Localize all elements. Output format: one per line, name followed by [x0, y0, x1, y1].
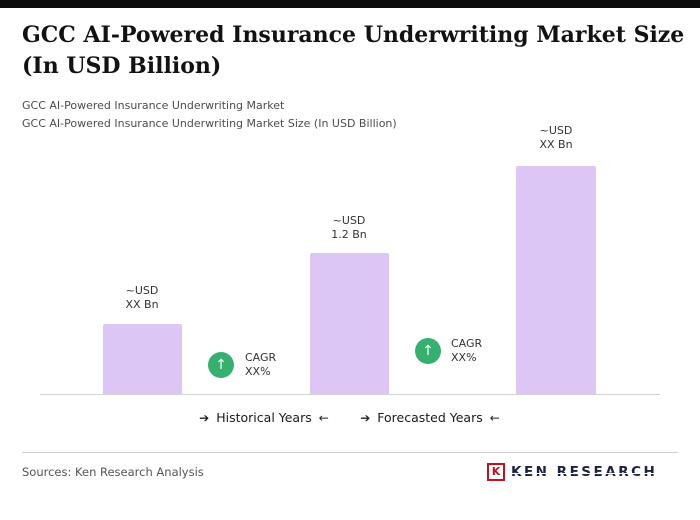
- ken-research-logo: K KEN RESEARCH: [487, 463, 658, 481]
- cagr-value: XX%: [451, 351, 477, 364]
- bar-value-label: ~USD 1.2 Bn: [289, 214, 409, 242]
- right-arrow-icon: ➔: [199, 410, 210, 425]
- ken-research-logo-icon: K: [487, 463, 505, 481]
- chart-subtitle-size: GCC AI-Powered Insurance Underwriting Ma…: [22, 117, 397, 130]
- cagr-value: XX%: [245, 365, 271, 378]
- left-arrow-icon: ←: [489, 410, 500, 425]
- bar-current: [310, 253, 389, 394]
- growth-up-arrow-icon: ↑: [208, 352, 234, 378]
- sources-note: Sources: Ken Research Analysis: [22, 465, 204, 479]
- cagr-label: CAGR: [245, 351, 277, 364]
- bar-value-line1: ~USD: [332, 214, 366, 227]
- bar-value-line1: ~USD: [539, 124, 573, 137]
- top-black-strip: [0, 0, 700, 8]
- axis-group-label: Historical Years: [216, 410, 312, 425]
- cagr-annotation: CAGR XX%: [245, 351, 276, 379]
- axis-group-historical: ➔ Historical Years ←: [174, 410, 354, 425]
- bar-value-label: ~USD XX Bn: [82, 284, 202, 312]
- chart-subtitle-market: GCC AI-Powered Insurance Underwriting Ma…: [22, 99, 285, 112]
- bar-value-line1: ~USD: [125, 284, 159, 297]
- bar-historical: [103, 324, 182, 394]
- left-arrow-icon: ←: [318, 410, 329, 425]
- cagr-annotation: CAGR XX%: [451, 337, 482, 365]
- bar-value-line2: XX Bn: [125, 298, 159, 311]
- bar-value-label: ~USD XX Bn: [496, 124, 616, 152]
- bar-value-line2: 1.2 Bn: [331, 228, 367, 241]
- footer-divider: [22, 452, 678, 453]
- axis-group-forecasted: ➔ Forecasted Years ←: [340, 410, 520, 425]
- bar-forecast: [516, 166, 596, 394]
- cagr-label: CAGR: [451, 337, 483, 350]
- page-title: GCC AI-Powered Insurance Underwriting Ma…: [22, 22, 685, 80]
- right-arrow-icon: ➔: [360, 410, 371, 425]
- axis-group-label: Forecasted Years: [377, 410, 483, 425]
- x-axis-line: [40, 394, 660, 395]
- bar-value-line2: XX Bn: [539, 138, 573, 151]
- ken-research-logo-text: KEN RESEARCH: [511, 464, 658, 480]
- growth-up-arrow-icon: ↑: [415, 338, 441, 364]
